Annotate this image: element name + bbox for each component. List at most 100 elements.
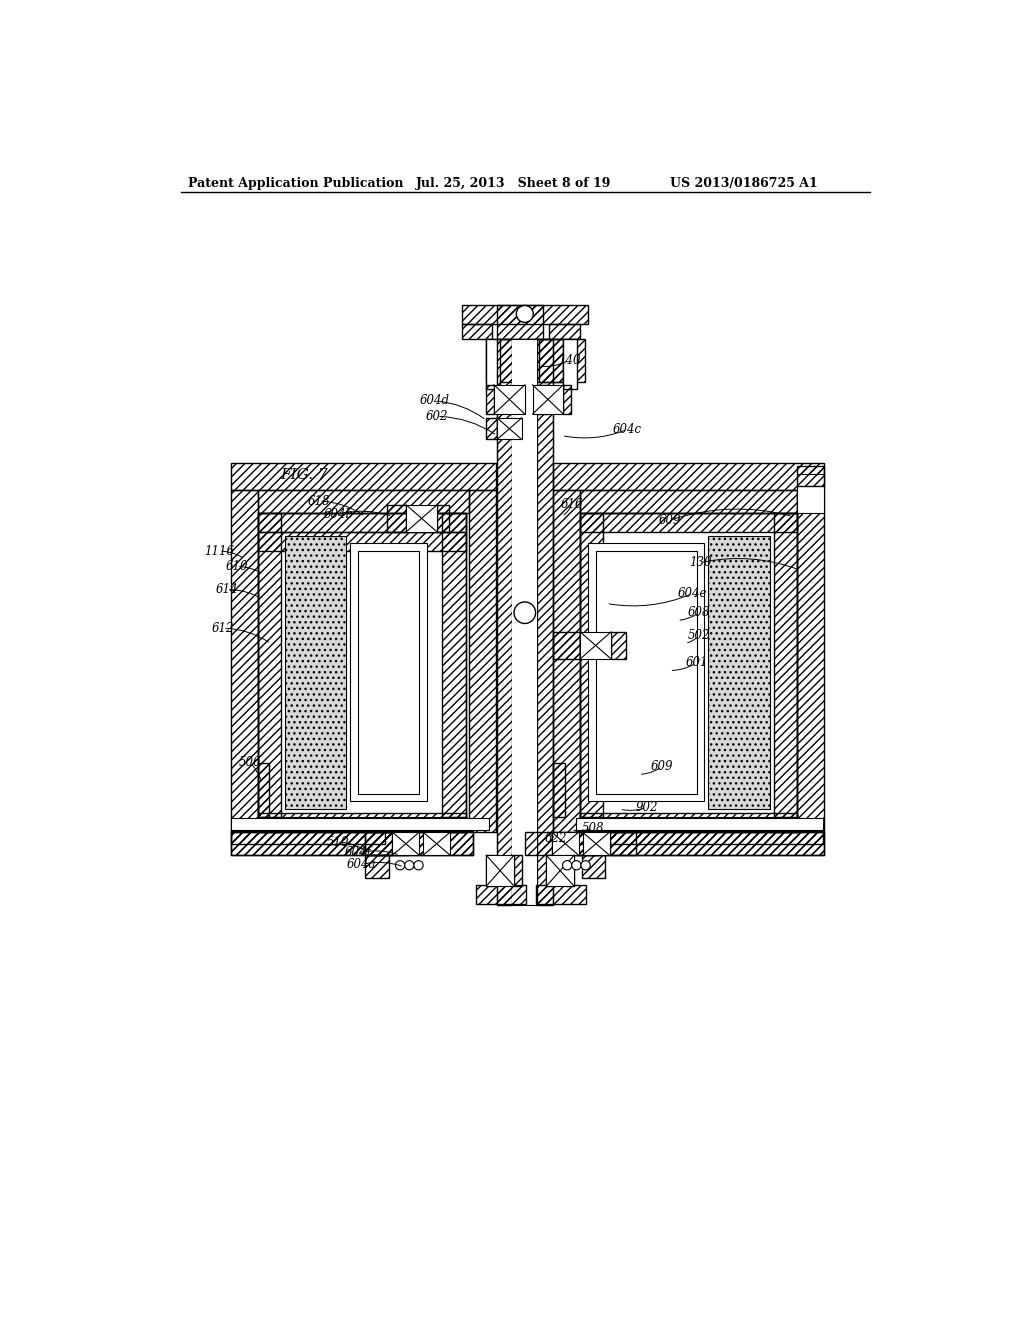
Text: 614: 614 (216, 583, 238, 597)
Bar (258, 490, 469, 512)
Circle shape (404, 861, 414, 870)
Bar (611, 632, 627, 659)
Text: 604a: 604a (347, 858, 376, 871)
Bar (494, 385, 524, 414)
Circle shape (516, 305, 534, 322)
Bar (581, 490, 797, 512)
Bar (588, 544, 705, 801)
Bar (581, 817, 603, 830)
Bar (423, 832, 451, 855)
Bar (563, 385, 571, 414)
Bar (258, 763, 269, 817)
Bar (258, 532, 466, 552)
Bar (387, 506, 407, 532)
Circle shape (395, 861, 404, 870)
Bar (577, 830, 823, 843)
Circle shape (514, 602, 536, 623)
Bar (258, 813, 466, 832)
Text: 604e: 604e (678, 587, 708, 601)
Bar (357, 552, 419, 793)
Text: 604f: 604f (344, 846, 371, 859)
Bar (581, 512, 603, 832)
Bar (475, 884, 526, 904)
Bar (538, 339, 553, 906)
Bar (577, 818, 823, 830)
Bar (550, 323, 581, 339)
Bar (258, 512, 466, 832)
Text: 610: 610 (225, 560, 248, 573)
Bar (230, 830, 385, 843)
Bar (497, 305, 544, 339)
Bar (350, 544, 427, 801)
Text: 618: 618 (308, 495, 331, 508)
Text: 616: 616 (560, 499, 583, 511)
Bar (497, 339, 512, 906)
Text: 608: 608 (687, 606, 710, 619)
Bar (581, 813, 797, 832)
Bar (524, 385, 548, 414)
Bar (566, 855, 574, 886)
Text: 140: 140 (558, 354, 581, 367)
Bar (581, 817, 797, 830)
Bar (258, 512, 466, 532)
Text: 622: 622 (545, 832, 567, 845)
Bar (797, 490, 823, 832)
Text: Jul. 25, 2013   Sheet 8 of 19: Jul. 25, 2013 Sheet 8 of 19 (416, 177, 611, 190)
Bar (392, 832, 419, 855)
Bar (609, 832, 637, 855)
Text: 602: 602 (426, 409, 449, 422)
Bar (230, 818, 488, 830)
Circle shape (581, 861, 590, 870)
Bar (583, 832, 609, 855)
Bar (486, 385, 494, 414)
Bar (797, 474, 823, 512)
Bar (258, 817, 281, 830)
Bar (536, 884, 587, 904)
Bar (486, 855, 514, 886)
Bar (366, 855, 388, 878)
Bar (577, 830, 823, 855)
Text: 506: 506 (239, 756, 261, 770)
Text: FIG. 7: FIG. 7 (281, 467, 329, 482)
Text: 604c: 604c (612, 422, 642, 436)
Text: 604b: 604b (324, 508, 353, 520)
Bar (497, 339, 553, 906)
Bar (773, 512, 797, 832)
Bar (407, 506, 437, 532)
Bar (596, 552, 696, 793)
Bar (469, 490, 497, 832)
Bar (581, 512, 797, 532)
Text: US 2013/0186725 A1: US 2013/0186725 A1 (670, 177, 817, 190)
Bar (462, 323, 493, 339)
Bar (581, 512, 797, 832)
Bar (553, 832, 596, 855)
Bar (486, 418, 497, 440)
Text: 612: 612 (212, 622, 234, 635)
Text: 604d: 604d (420, 395, 450, 408)
Bar (230, 462, 497, 490)
Bar (258, 817, 466, 830)
Bar (539, 339, 585, 381)
Bar (486, 855, 494, 886)
Bar (563, 339, 578, 389)
Bar (553, 632, 581, 659)
Text: 510: 510 (328, 836, 350, 849)
Bar (512, 339, 538, 906)
Text: 508: 508 (582, 822, 604, 834)
Text: Patent Application Publication: Patent Application Publication (188, 177, 403, 190)
Bar (497, 418, 521, 440)
Bar (553, 462, 823, 490)
Bar (547, 855, 554, 886)
Text: 609: 609 (650, 760, 673, 774)
Bar (553, 490, 581, 832)
Bar (582, 855, 605, 878)
Bar (773, 817, 797, 830)
Bar (442, 817, 466, 830)
Bar (462, 305, 588, 323)
Bar (577, 832, 823, 855)
Bar (509, 385, 532, 414)
Bar (532, 385, 563, 414)
Bar (552, 832, 579, 855)
Text: 1116: 1116 (204, 545, 234, 557)
Text: 609: 609 (658, 513, 681, 527)
